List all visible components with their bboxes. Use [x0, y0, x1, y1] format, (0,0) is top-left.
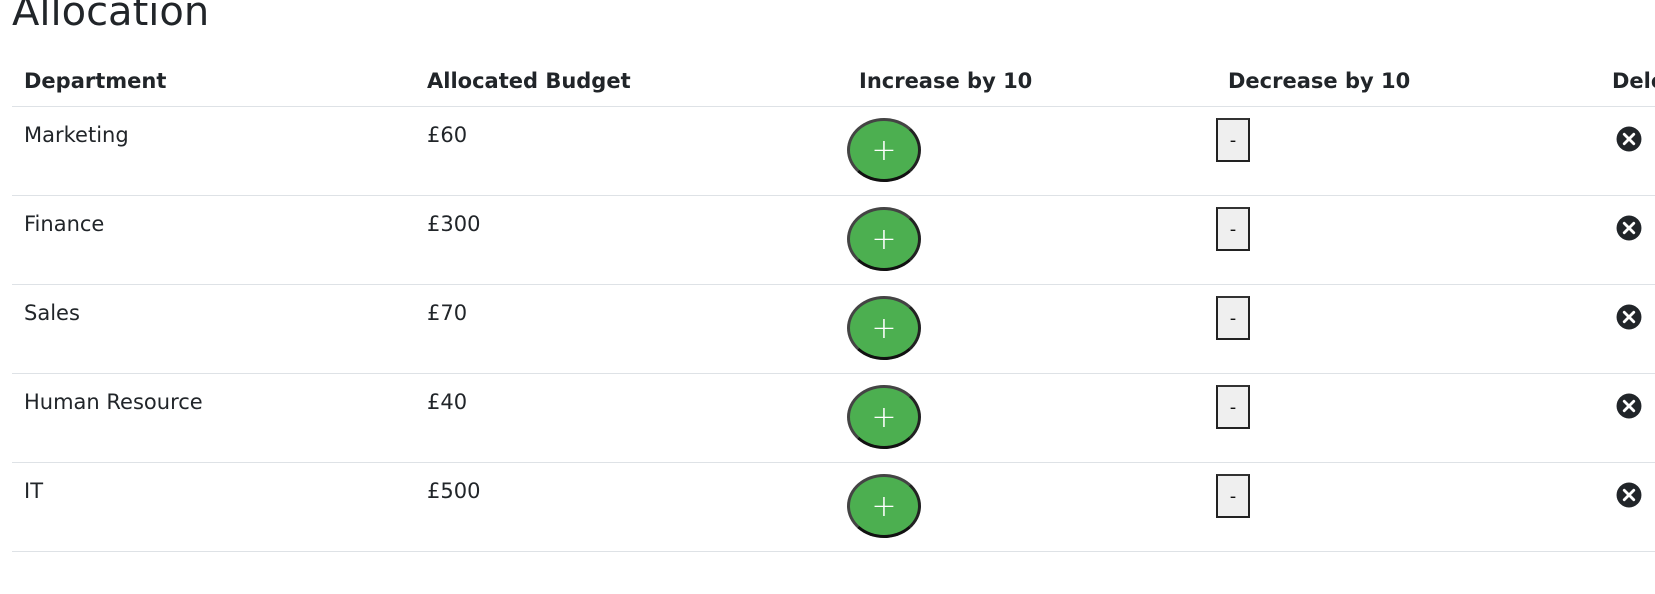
department-cell: IT	[12, 462, 415, 552]
table-row: Sales £70 + -	[12, 284, 1655, 374]
decrease-button[interactable]: -	[1216, 118, 1250, 162]
decrease-button[interactable]: -	[1216, 474, 1250, 518]
header-increase: Increase by 10	[847, 56, 1216, 107]
increase-button[interactable]: +	[847, 118, 921, 182]
table-row: Marketing £60 + -	[12, 106, 1655, 196]
decrease-button[interactable]: -	[1216, 207, 1250, 251]
close-circle-icon[interactable]	[1616, 304, 1642, 330]
page-title: Allocation	[12, 0, 210, 35]
table-row: IT £500 + -	[12, 462, 1655, 552]
header-decrease: Decrease by 10	[1216, 56, 1600, 107]
header-department: Department	[12, 56, 415, 107]
table-row: Human Resource £40 + -	[12, 373, 1655, 463]
close-circle-icon[interactable]	[1616, 482, 1642, 508]
increase-button[interactable]: +	[847, 207, 921, 271]
decrease-button[interactable]: -	[1216, 296, 1250, 340]
department-cell: Sales	[12, 284, 415, 374]
increase-button[interactable]: +	[847, 385, 921, 449]
budget-cell: £60	[415, 106, 847, 196]
table-row: Finance £300 + -	[12, 195, 1655, 285]
header-delete: Delete	[1600, 56, 1655, 107]
budget-cell: £300	[415, 195, 847, 285]
close-circle-icon[interactable]	[1616, 126, 1642, 152]
decrease-button[interactable]: -	[1216, 385, 1250, 429]
increase-button[interactable]: +	[847, 296, 921, 360]
increase-button[interactable]: +	[847, 474, 921, 538]
allocation-table: Department Allocated Budget Increase by …	[12, 56, 1655, 552]
department-cell: Marketing	[12, 106, 415, 196]
close-circle-icon[interactable]	[1616, 215, 1642, 241]
department-cell: Finance	[12, 195, 415, 285]
department-cell: Human Resource	[12, 373, 415, 463]
budget-cell: £70	[415, 284, 847, 374]
budget-cell: £40	[415, 373, 847, 463]
budget-cell: £500	[415, 462, 847, 552]
close-circle-icon[interactable]	[1616, 393, 1642, 419]
header-allocated-budget: Allocated Budget	[415, 56, 847, 107]
table-header-row: Department Allocated Budget Increase by …	[12, 56, 1655, 107]
